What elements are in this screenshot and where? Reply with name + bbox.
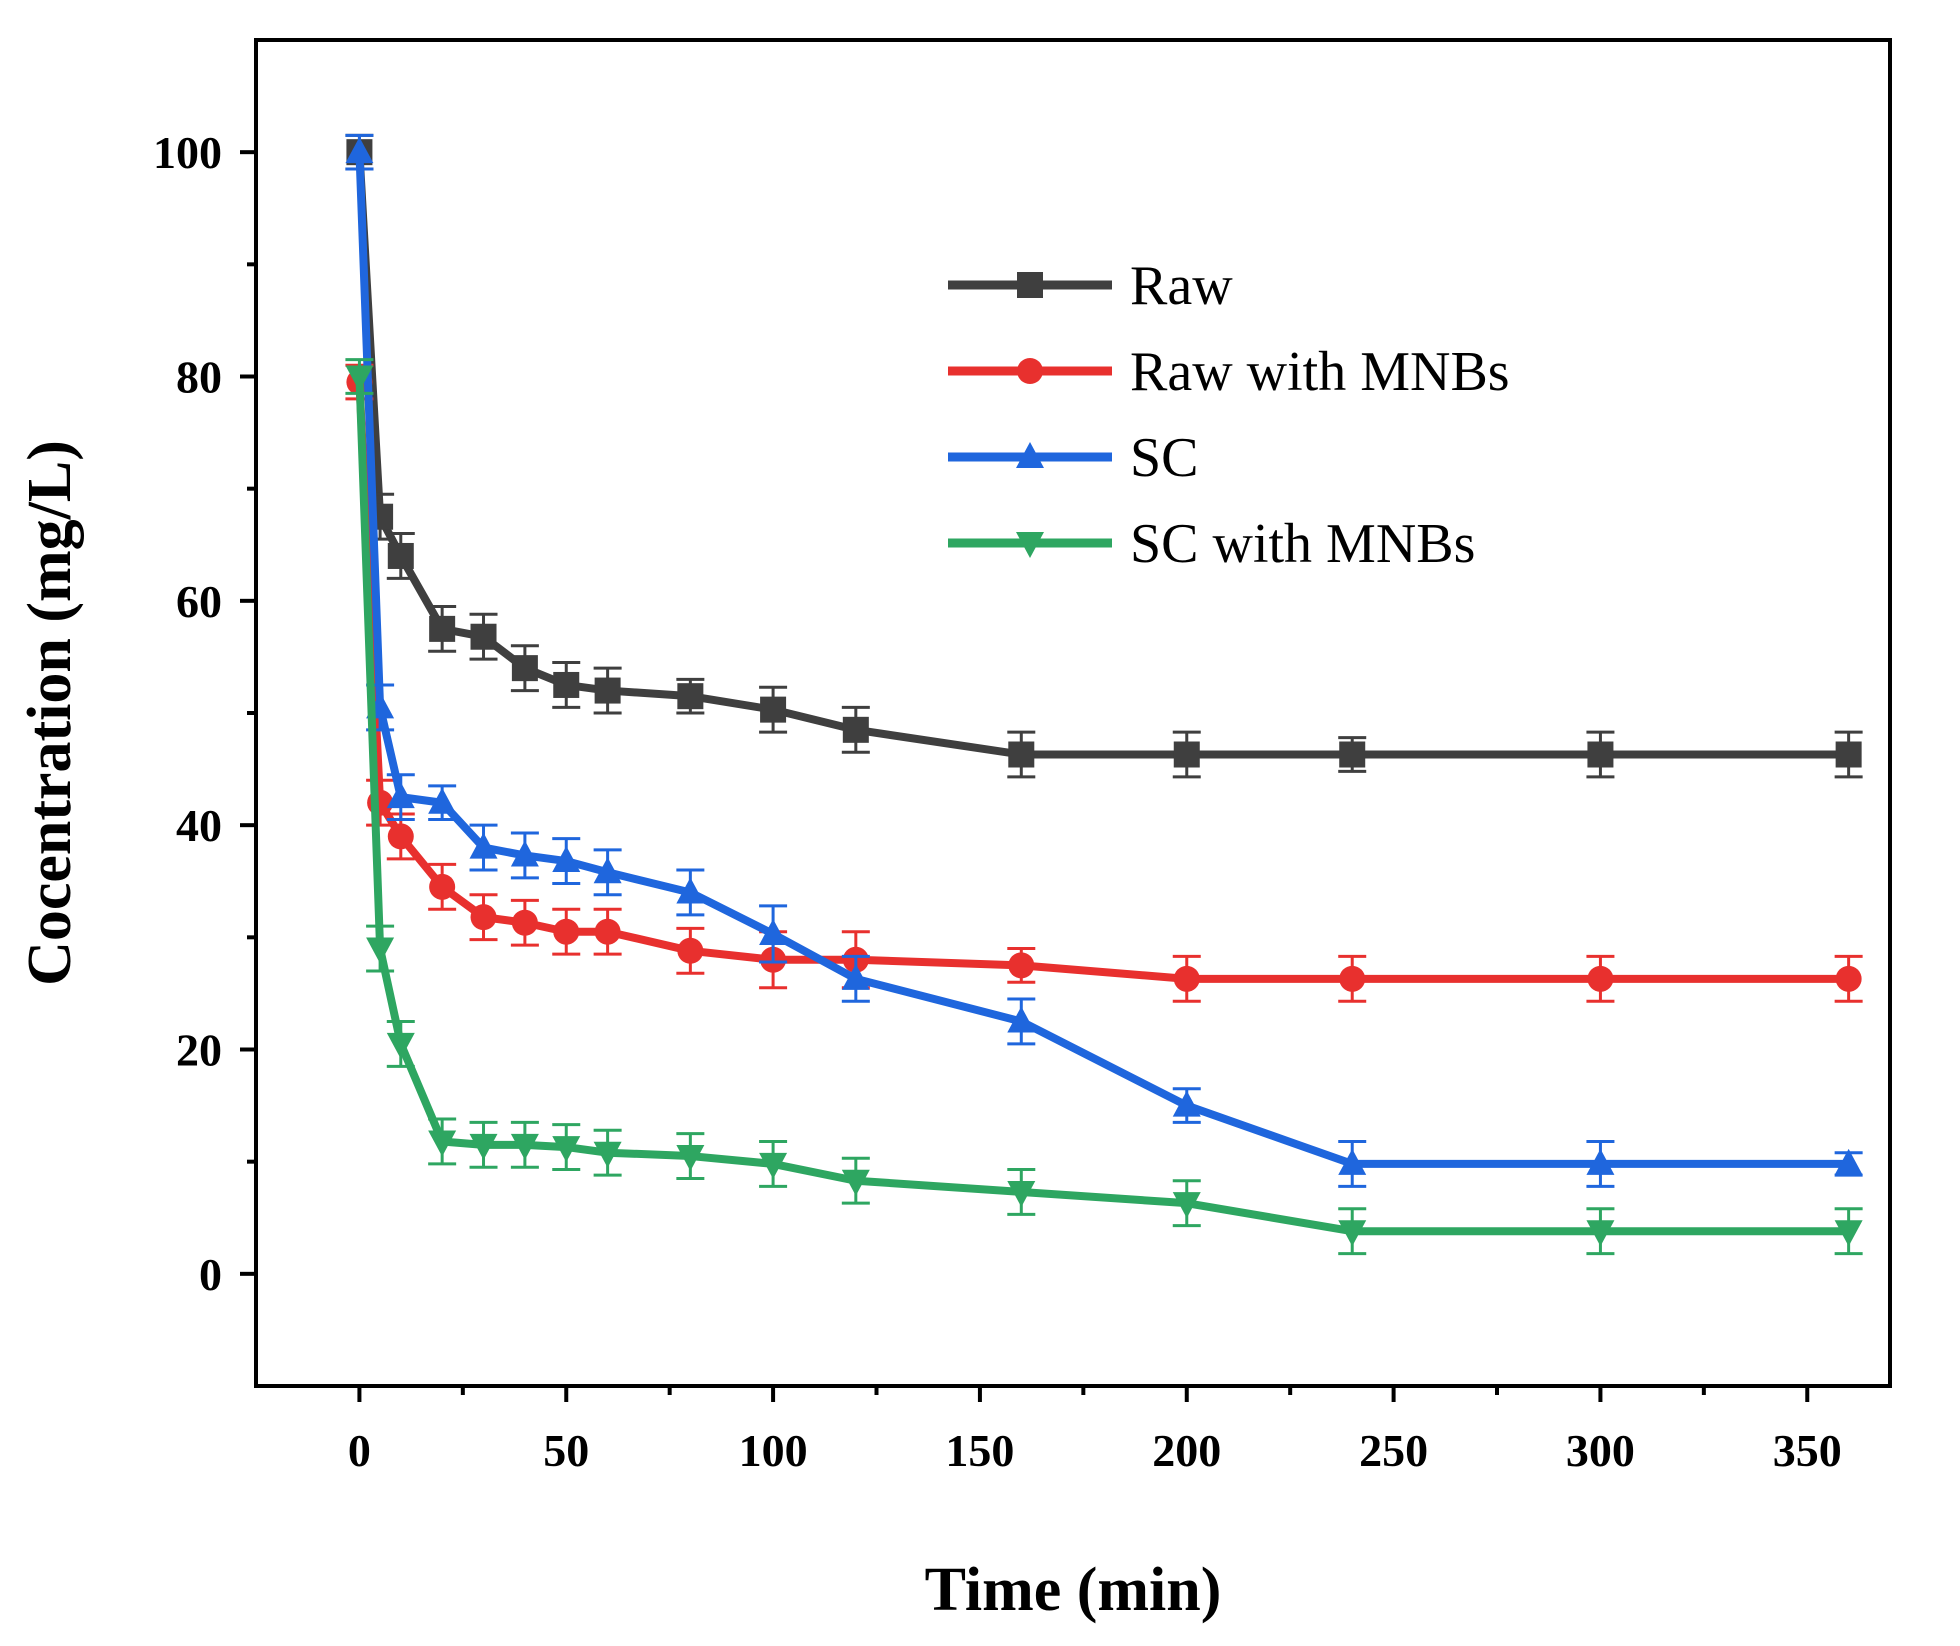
series-line xyxy=(355,152,1849,1168)
data-point xyxy=(552,1136,581,1163)
x-tick-label: 200 xyxy=(1152,1425,1221,1476)
x-tick-label: 150 xyxy=(945,1425,1014,1476)
data-point xyxy=(841,1169,870,1196)
data-point xyxy=(1173,741,1200,768)
data-point xyxy=(842,716,869,743)
data-point xyxy=(1586,1220,1615,1247)
axis-ticks: 0 50 100 150 200 250 300 350 0 20 40 60 80 100 xyxy=(153,127,1842,1476)
legend-marker xyxy=(1016,532,1044,558)
data-point xyxy=(1834,1148,1863,1175)
data-point xyxy=(759,1152,788,1179)
legend-label: Raw xyxy=(1130,255,1233,317)
series-sc xyxy=(345,133,1863,1188)
data-point xyxy=(1338,1148,1367,1175)
legend-entry: Raw xyxy=(948,255,1233,317)
data-point xyxy=(677,683,704,710)
data-point xyxy=(470,623,497,650)
plot-area-frame xyxy=(254,38,1892,1388)
y-axis-title: Cocentration (mg/L) xyxy=(16,440,84,986)
data-point xyxy=(470,904,497,931)
data-point xyxy=(1835,741,1862,768)
data-point xyxy=(677,937,704,964)
data-point xyxy=(593,1141,622,1168)
x-tick-label: 100 xyxy=(739,1425,808,1476)
data-point xyxy=(1172,1192,1201,1219)
data-point xyxy=(428,787,457,814)
data-point xyxy=(1586,1148,1615,1175)
data-point xyxy=(1587,741,1614,768)
data-point xyxy=(841,963,870,990)
data-point xyxy=(553,671,580,698)
series-line xyxy=(355,376,1849,1236)
legend-marker xyxy=(1017,272,1043,298)
data-point xyxy=(594,918,621,945)
data-point xyxy=(387,823,414,850)
data-point xyxy=(1173,965,1200,992)
x-tick-label: 250 xyxy=(1359,1425,1428,1476)
data-point xyxy=(553,918,580,945)
data-point xyxy=(1835,965,1862,992)
data-point xyxy=(1172,1090,1201,1117)
x-tick-label: 300 xyxy=(1566,1425,1635,1476)
data-point xyxy=(1338,1220,1367,1247)
data-point xyxy=(510,840,539,867)
data-point xyxy=(1007,1180,1036,1207)
data-point xyxy=(387,542,414,569)
data-point xyxy=(366,937,395,964)
data-point xyxy=(511,909,538,936)
data-point xyxy=(345,137,374,164)
y-tick-label: 40 xyxy=(176,800,222,851)
series-line xyxy=(355,151,1849,759)
data-point xyxy=(510,1133,539,1160)
legend-marker xyxy=(1017,358,1043,384)
y-tick-label: 80 xyxy=(176,352,222,403)
data-point xyxy=(676,1145,705,1172)
x-tick-label: 350 xyxy=(1773,1425,1842,1476)
data-point xyxy=(469,1133,498,1160)
legend-label: SC with MNBs xyxy=(1130,513,1475,575)
data-point xyxy=(593,857,622,884)
legend-entry: Raw with MNBs xyxy=(948,341,1510,403)
data-point xyxy=(429,615,456,642)
data-point xyxy=(760,696,787,723)
data-point xyxy=(1834,1220,1863,1247)
x-tick-label: 0 xyxy=(348,1425,371,1476)
data-point xyxy=(676,877,705,904)
data-point xyxy=(428,1130,457,1157)
legend: Raw Raw with MNBs SC SC with MNBs xyxy=(948,255,1510,575)
legend-entry: SC xyxy=(948,427,1199,489)
legend-label: Raw with MNBs xyxy=(1130,341,1510,403)
data-point xyxy=(1339,965,1366,992)
legend-marker xyxy=(1016,442,1044,468)
y-tick-label: 0 xyxy=(199,1249,222,1300)
series-raw xyxy=(345,133,1863,779)
data-point xyxy=(1008,741,1035,768)
series-layer xyxy=(345,133,1863,1256)
series-sc-with-mnbs xyxy=(345,358,1863,1256)
y-tick-label: 60 xyxy=(176,576,222,627)
data-point xyxy=(1008,952,1035,979)
data-point xyxy=(429,873,456,900)
y-tick-label: 100 xyxy=(153,127,222,178)
data-point xyxy=(759,918,788,945)
data-point xyxy=(1587,965,1614,992)
x-axis-title: Time (min) xyxy=(925,1556,1222,1624)
data-point xyxy=(386,782,415,809)
data-point xyxy=(552,846,581,873)
data-point xyxy=(469,832,498,859)
data-point xyxy=(1007,1006,1036,1033)
data-point xyxy=(386,1032,415,1059)
x-tick-label: 50 xyxy=(543,1425,589,1476)
data-point xyxy=(1339,741,1366,768)
data-point xyxy=(345,365,374,392)
data-point xyxy=(594,677,621,704)
legend-entry: SC with MNBs xyxy=(948,513,1475,575)
legend-label: SC xyxy=(1130,427,1199,489)
y-tick-label: 20 xyxy=(176,1025,222,1076)
data-point xyxy=(511,655,538,682)
series-line xyxy=(355,381,1849,983)
